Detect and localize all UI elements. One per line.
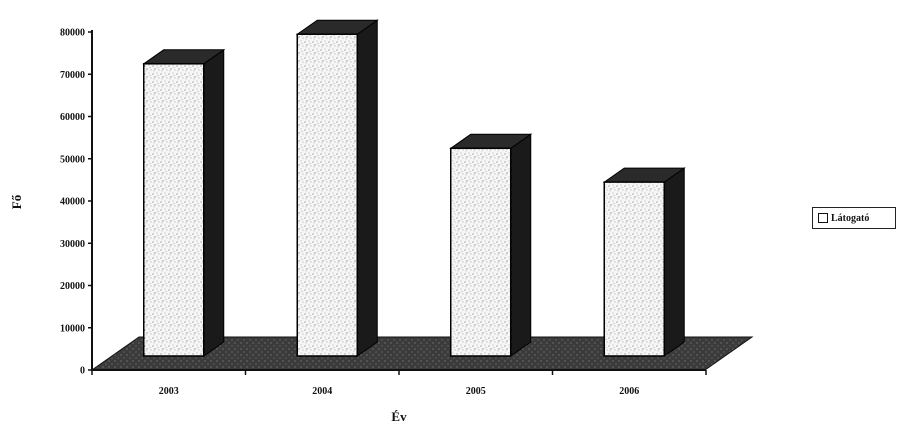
y-tick-label: 60000 [60,112,85,123]
bar-face [143,63,205,357]
y-tick-label: 30000 [60,239,85,250]
bar-side [510,133,532,357]
legend: Látogató [812,207,896,229]
bar [142,48,226,357]
bar [295,19,379,357]
y-tick-label: 40000 [60,197,85,208]
x-tick-label: 2005 [466,386,486,397]
y-tick-label: 80000 [60,28,85,39]
bar-face [603,181,665,357]
bar-side [663,167,685,357]
x-tick-label: 2003 [159,386,179,397]
y-tick-label: 70000 [60,70,85,81]
x-axis-title: Év [391,409,407,424]
x-tick-label: 2004 [312,386,332,397]
y-tick-label: 20000 [60,281,85,292]
bar-face [450,147,512,357]
y-tick-label: 50000 [60,154,85,165]
x-tick-label: 2006 [619,386,639,397]
bar-face [296,33,358,357]
bar-side [203,48,225,357]
y-tick-label: 0 [80,366,85,377]
legend-swatch [818,213,828,223]
y-tick-label: 10000 [60,323,85,334]
legend-label: Látogató [831,212,870,224]
bar [602,167,686,357]
bar [449,133,533,357]
bar-side [356,19,378,357]
y-axis-title: Fő [9,194,24,209]
